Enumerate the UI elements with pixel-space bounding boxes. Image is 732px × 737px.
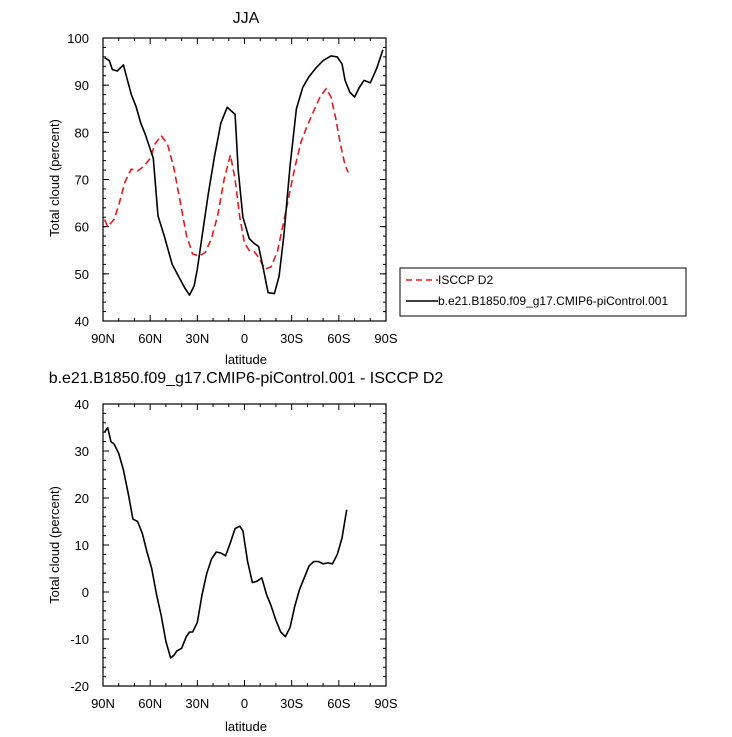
bottom-y-axis-label: Total cloud (percent): [47, 486, 62, 604]
top-x-axis-label: latitude: [225, 352, 267, 367]
top-y-tick-label: 90: [75, 78, 89, 93]
bottom-y-tick-label: 10: [75, 538, 89, 553]
bottom-x-tick-label: 60N: [138, 696, 162, 711]
bottom-x-tick-label: 30S: [280, 696, 303, 711]
bottom-y-tick-label: 20: [75, 491, 89, 506]
top-y-tick-label: 100: [67, 31, 89, 46]
top-chart-title: JJA: [233, 10, 260, 27]
bottom-x-tick-label: 60S: [327, 696, 350, 711]
bottom-x-tick-label: 30N: [185, 696, 209, 711]
top-y-tick-label: 80: [75, 125, 89, 140]
top-y-tick-label: 50: [75, 267, 89, 282]
legend-label-isccp: ISCCP D2: [438, 273, 493, 287]
bottom-y-tick-label: 0: [82, 585, 89, 600]
top-y-tick-label: 40: [75, 314, 89, 329]
top-y-tick-label: 60: [75, 220, 89, 235]
bottom-x-tick-label: 90N: [91, 696, 115, 711]
bottom-series-line-difference: [103, 426, 348, 659]
bottom-x-tick-label: 90S: [374, 696, 397, 711]
bottom-chart-title: b.e21.B1850.f09_g17.CMIP6-piControl.001 …: [49, 370, 444, 387]
top-panel: JJA 90N 60N 30N 0 30S 60S 90S 40 50 60 70 80 90 100 l…: [47, 10, 398, 367]
top-plot-area: 90N 60N 30N 0 30S 60S 90S 40 50 60 70 80 90 100: [67, 31, 398, 346]
top-y-axis-label: Total cloud (percent): [47, 119, 62, 237]
top-axes-frame: [102, 37, 387, 322]
top-x-tick-label: 60N: [138, 331, 162, 346]
top-x-tick-label: 30S: [280, 331, 303, 346]
top-x-tick-label: 0: [241, 331, 248, 346]
top-x-tick-label: 90N: [91, 331, 115, 346]
top-x-tick-label: 90S: [374, 331, 397, 346]
bottom-y-tick-label: 30: [75, 444, 89, 459]
top-y-tick-label: 70: [75, 173, 89, 188]
legend-label-model: b.e21.B1850.f09_g17.CMIP6-piControl.001: [438, 294, 668, 308]
bottom-plot-area: 90N 60N 30N 0 30S 60S 90S -20 -10 0 10 20 30 40: [70, 397, 398, 711]
top-x-tick-label: 60S: [327, 331, 350, 346]
bottom-x-tick-label: 0: [241, 696, 248, 711]
top-x-tick-label: 30N: [185, 331, 209, 346]
top-series-line-isccp: [103, 87, 350, 270]
bottom-panel: b.e21.B1850.f09_g17.CMIP6-piControl.001 …: [47, 370, 443, 734]
bottom-x-axis-label: latitude: [225, 719, 267, 734]
top-series-line-model: [104, 49, 384, 296]
legend-box: [399, 267, 687, 317]
bottom-y-tick-label: -10: [70, 632, 89, 647]
bottom-y-tick-label: 40: [75, 397, 89, 412]
legend: ISCCP D2 b.e21.B1850.f09_g17.CMIP6-piCon…: [399, 267, 687, 317]
bottom-y-tick-label: -20: [70, 679, 89, 694]
